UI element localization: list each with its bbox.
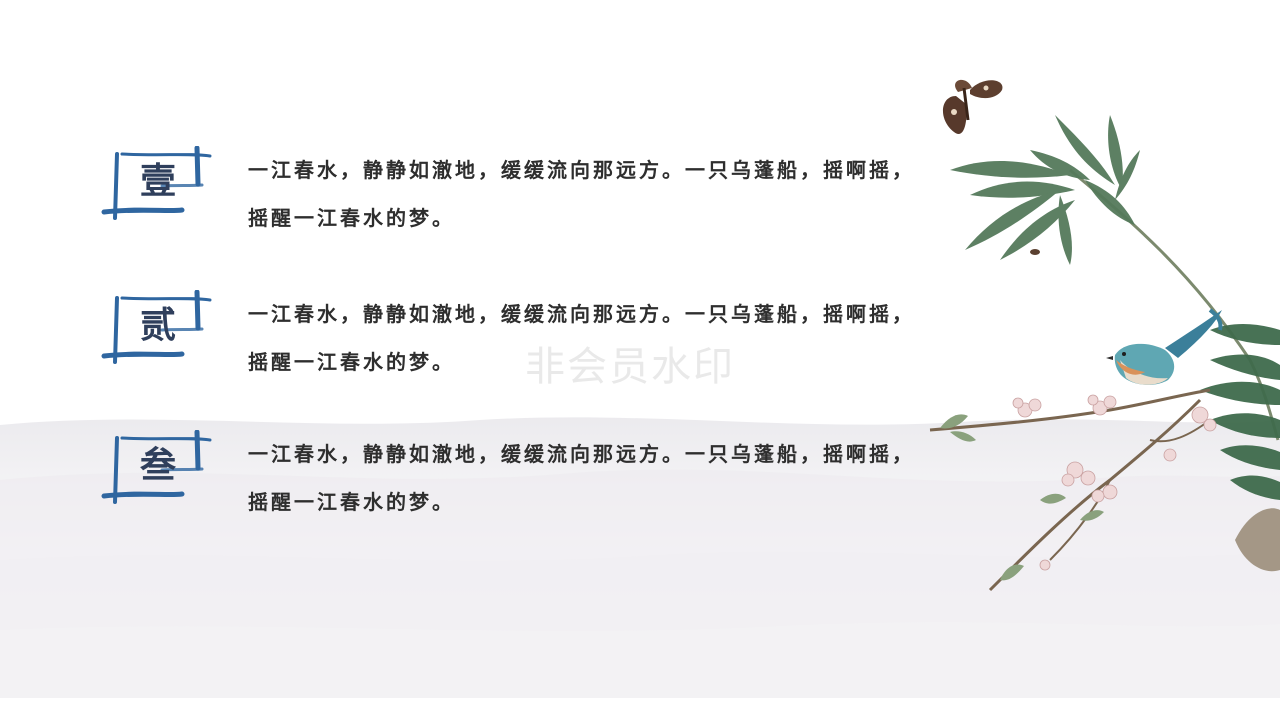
bamboo-bird-painting	[929, 79, 1280, 592]
brush-frame-icon	[101, 146, 212, 220]
watermark: 非会员水印	[525, 344, 735, 390]
item-text: 一江春水，静静如澈地，缓缓流向那远方。一只乌蓬船，摇啊摇，摇醒一江春水的梦。	[248, 442, 915, 514]
item-text: 一江春水，静静如澈地，缓缓流向那远方。一只乌蓬船，摇啊摇，摇醒一江春水的梦。	[248, 302, 915, 374]
list-item: 叁 一江春水，静静如澈地，缓缓流向那远方。一只乌蓬船，摇啊摇，摇醒一江春水的梦。	[100, 430, 920, 520]
list-item: 壹 一江春水，静静如澈地，缓缓流向那远方。一只乌蓬船，摇啊摇，摇醒一江春水的梦。	[100, 146, 920, 236]
numeral-label: 壹	[139, 160, 176, 202]
numeral-label: 叁	[139, 444, 176, 486]
numeral-badge: 贰	[100, 290, 215, 365]
butterfly-icon	[942, 79, 1003, 134]
bird-icon	[1106, 308, 1223, 385]
brush-frame-icon	[101, 430, 212, 504]
numeral-badge: 叁	[100, 430, 215, 505]
list-item: 贰 一江春水，静静如澈地，缓缓流向那远方。一只乌蓬船，摇啊摇，摇醒一江春水的梦。	[100, 290, 920, 380]
brush-frame-icon	[101, 290, 212, 364]
numeral-label: 贰	[139, 304, 176, 346]
numeral-badge: 壹	[100, 146, 215, 221]
item-text: 一江春水，静静如澈地，缓缓流向那远方。一只乌蓬船，摇啊摇，摇醒一江春水的梦。	[248, 158, 915, 230]
